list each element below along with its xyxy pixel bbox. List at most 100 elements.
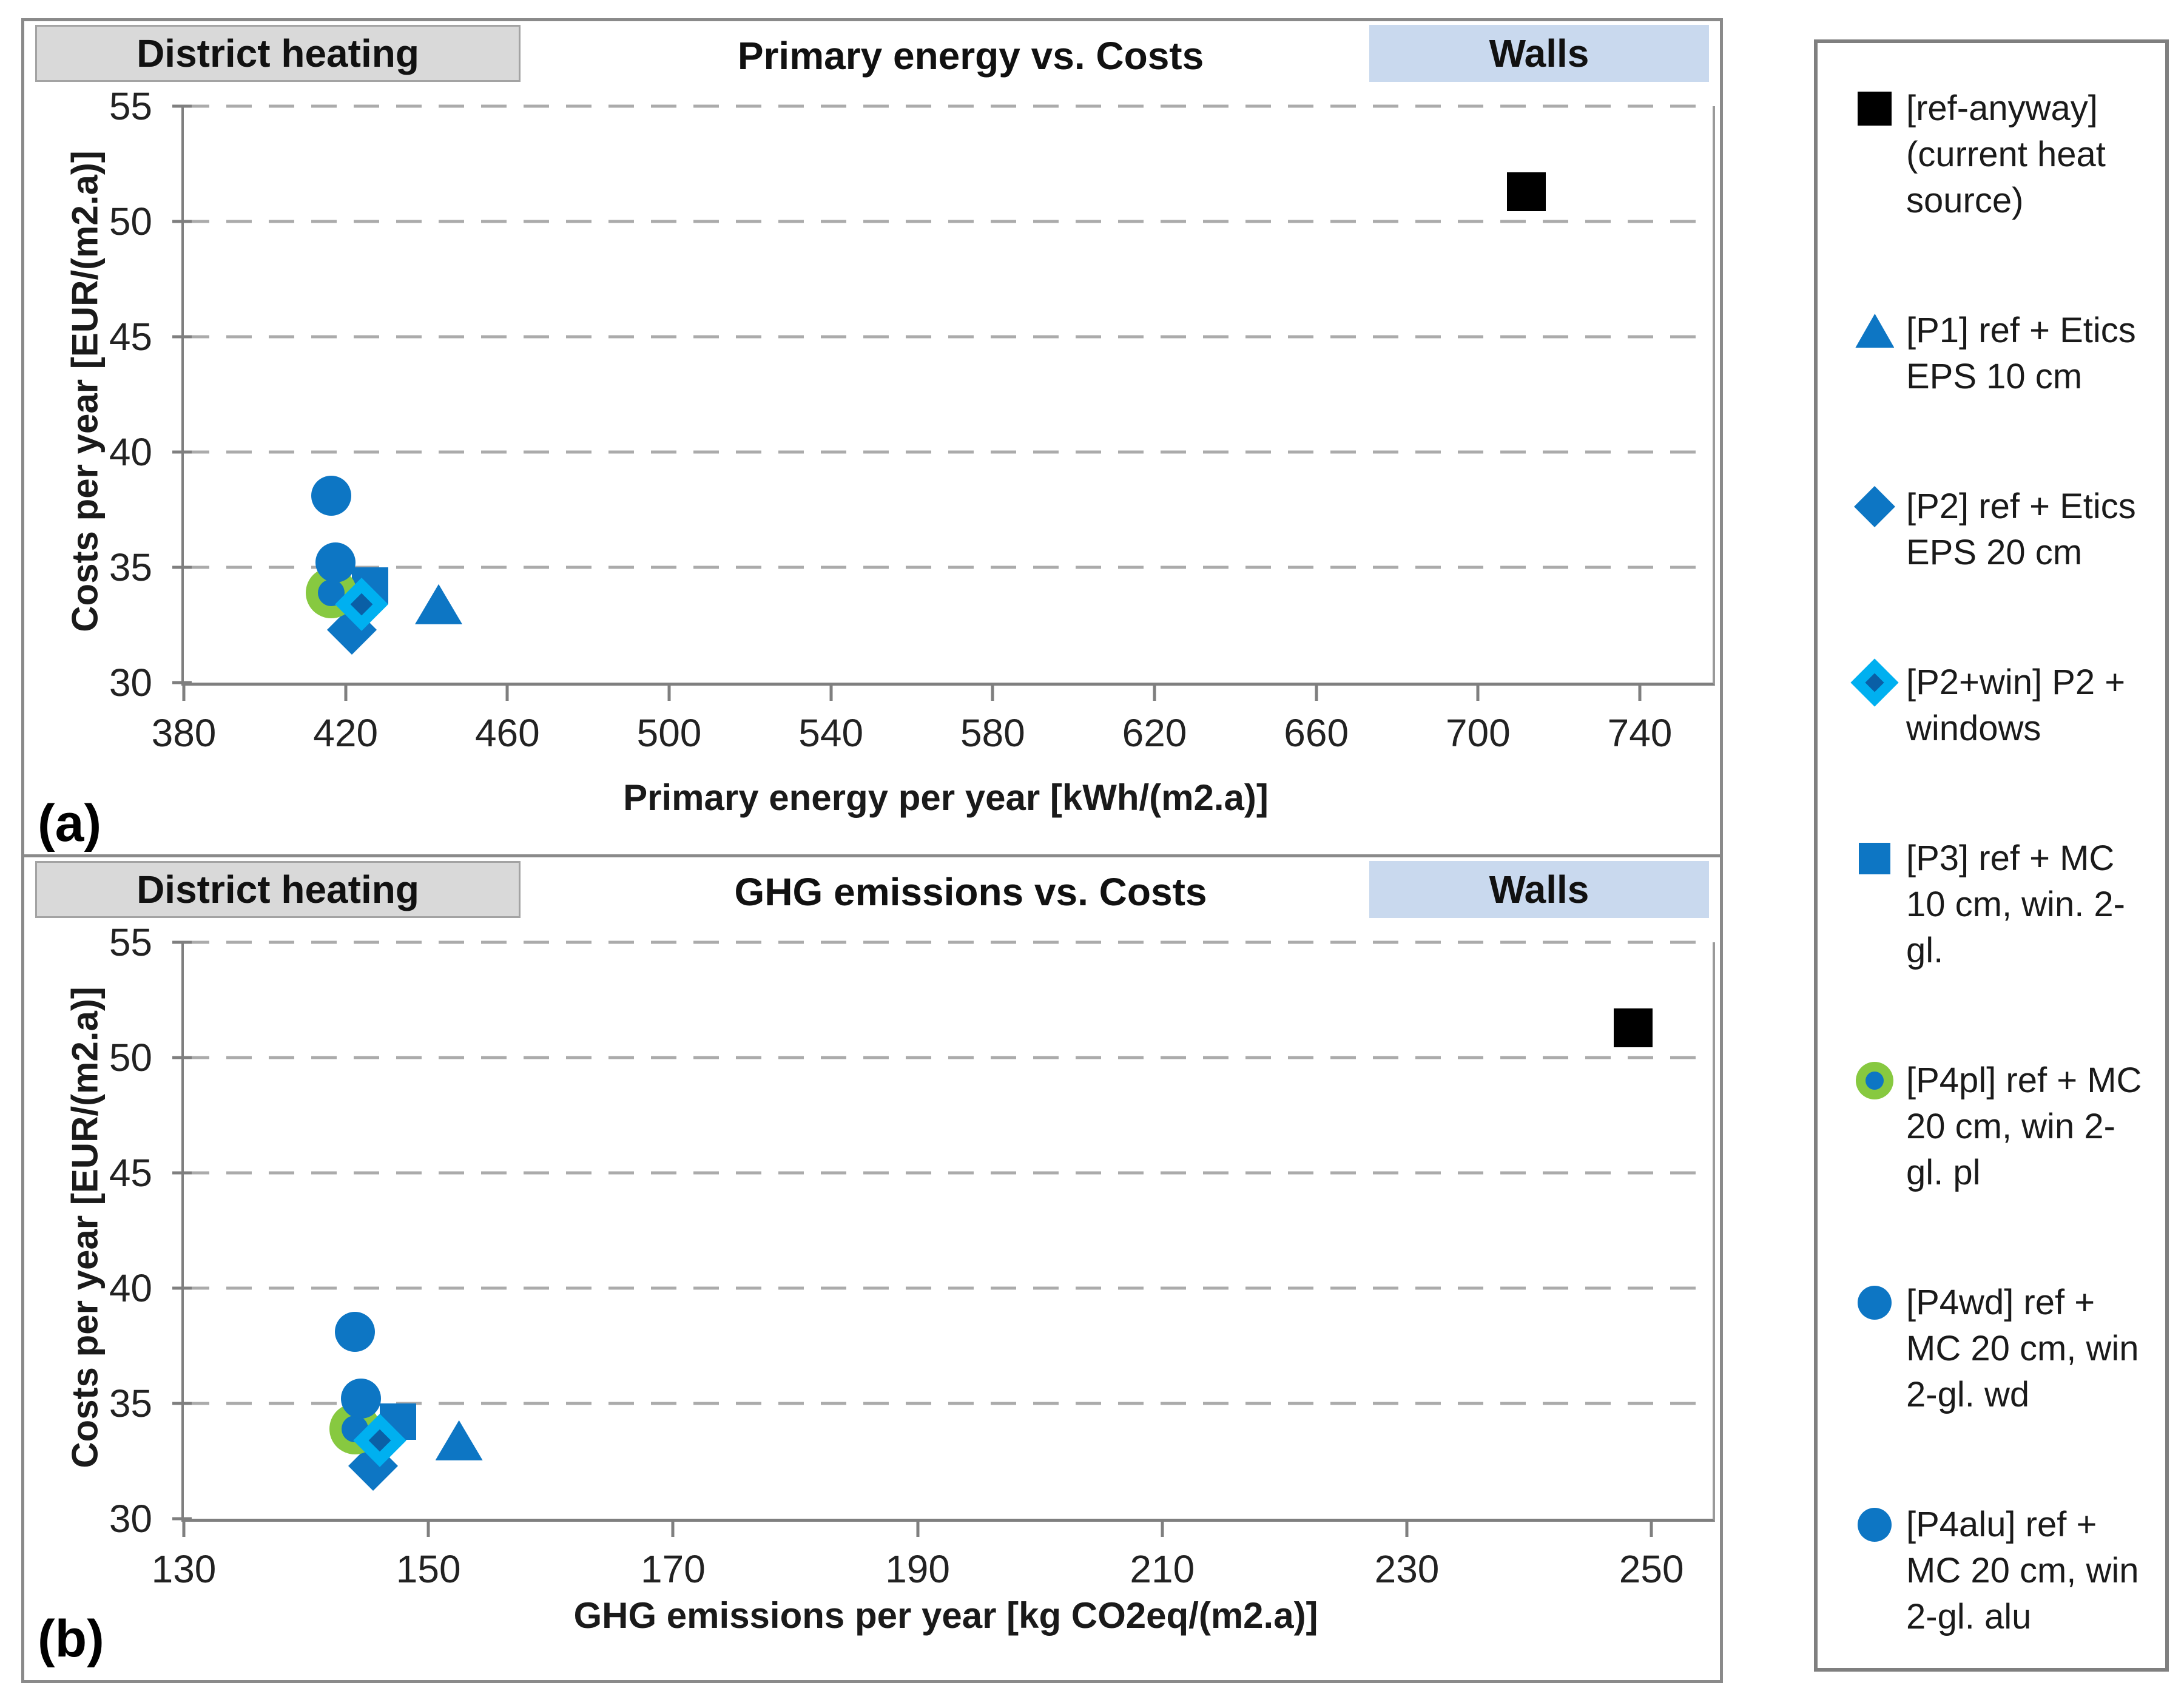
y-tick-mark bbox=[172, 220, 192, 223]
y-tick-mark bbox=[172, 104, 192, 108]
legend-item-P4pl: [P4pl] ref + MC 20 cm, win 2-gl. pl bbox=[1854, 1058, 2147, 1196]
chart-b-y-axis-title: Costs per year [EUR/(m2.a)] bbox=[64, 987, 106, 1468]
y-tick-label: 30 bbox=[109, 1497, 152, 1541]
triangle-blue-icon bbox=[435, 1420, 483, 1460]
circle-blue-glyph bbox=[1858, 1508, 1892, 1542]
y-tick-mark bbox=[172, 450, 192, 454]
legend-item-label: [P4alu] ref + MC 20 cm, win 2-gl. alu bbox=[1906, 1505, 2139, 1636]
y-tick-label: 45 bbox=[109, 315, 152, 359]
y-gridline bbox=[184, 335, 1713, 339]
x-tick-label: 660 bbox=[1284, 711, 1349, 755]
circle-blue-icon bbox=[1854, 1502, 1906, 1548]
chart-b-panel: District heating GHG emissions vs. Costs… bbox=[21, 854, 1723, 1683]
square-blue-icon bbox=[1854, 836, 1906, 882]
circle-blue-icon bbox=[341, 1379, 382, 1419]
chart-a-walls-badge: Walls bbox=[1369, 25, 1709, 82]
chart-b-title: GHG emissions vs. Costs bbox=[734, 870, 1207, 914]
legend-item-P4wd: [P4wd] ref + MC 20 cm, win 2-gl. wd bbox=[1854, 1280, 2147, 1418]
x-tick-label: 540 bbox=[798, 711, 864, 755]
diamond-blue-glyph bbox=[1854, 486, 1896, 527]
y-gridline bbox=[184, 104, 1713, 108]
y-tick-mark bbox=[172, 1171, 192, 1175]
y-tick-label: 30 bbox=[109, 661, 152, 704]
y-gridline bbox=[184, 220, 1713, 223]
square-black-icon bbox=[1613, 1008, 1653, 1047]
x-tick-label: 500 bbox=[636, 711, 702, 755]
chart-b-plot-area: 30 35 40 45 50 55 130 150 170 190 210 230 250 bbox=[109, 920, 1715, 1591]
square-black-glyph bbox=[1858, 92, 1892, 126]
y-tick-label: 45 bbox=[109, 1151, 152, 1195]
x-tick-mark bbox=[829, 683, 833, 701]
diamond-cyan-icon bbox=[1850, 658, 1906, 707]
x-tick-mark bbox=[426, 1519, 430, 1537]
square-black-icon bbox=[1854, 86, 1906, 132]
x-tick-mark bbox=[344, 683, 348, 701]
chart-b-x-axis-title: GHG emissions per year [kg CO2eq/(m2.a)] bbox=[573, 1595, 1318, 1636]
x-tick-mark bbox=[1315, 683, 1318, 701]
x-tick-label: 740 bbox=[1607, 711, 1673, 755]
circle-blue-icon bbox=[1854, 1280, 1906, 1326]
legend-item-P2: [P2] ref + Etics EPS 20 cm bbox=[1854, 484, 2147, 576]
y-tick-label: 35 bbox=[109, 1382, 152, 1425]
y-gridline bbox=[184, 1171, 1713, 1175]
y-tick-mark bbox=[172, 565, 192, 569]
x-tick-mark bbox=[1638, 683, 1642, 701]
y-gridline bbox=[184, 1056, 1713, 1059]
y-tick-label: 55 bbox=[109, 920, 152, 964]
y-tick-label: 50 bbox=[109, 200, 152, 243]
legend-item-label: [P3] ref + MC 10 cm, win. 2-gl. bbox=[1906, 839, 2125, 970]
y-tick-mark bbox=[172, 1402, 192, 1405]
legend-item-label: [P4wd] ref + MC 20 cm, win 2-gl. wd bbox=[1906, 1283, 2139, 1414]
y-tick-mark bbox=[172, 681, 192, 684]
legend-item-P3: [P3] ref + MC 10 cm, win. 2-gl. bbox=[1854, 836, 2147, 974]
chart-b-heat-source-badge: District heating bbox=[35, 861, 521, 918]
chart-b-walls-badge: Walls bbox=[1369, 861, 1709, 918]
circle-blue-glyph bbox=[1858, 1286, 1892, 1320]
y-gridline bbox=[184, 940, 1713, 944]
x-tick-mark bbox=[1650, 1519, 1653, 1537]
legend-item-label: [P2] ref + Etics EPS 20 cm bbox=[1906, 487, 2136, 572]
x-tick-mark bbox=[1153, 683, 1156, 701]
circle-green-glyph bbox=[1856, 1062, 1894, 1099]
triangle-blue-icon bbox=[1854, 308, 1906, 354]
legend: [ref-anyway] (current heat source) [P1] r… bbox=[1814, 39, 2169, 1672]
y-tick-label: 40 bbox=[109, 430, 152, 474]
y-gridline bbox=[184, 565, 1713, 569]
y-tick-mark bbox=[172, 1286, 192, 1290]
legend-item-P2+win: [P2+win] P2 + windows bbox=[1850, 658, 2147, 752]
legend-item-label: [P4pl] ref + MC 20 cm, win 2-gl. pl bbox=[1906, 1061, 2142, 1192]
x-tick-mark bbox=[1161, 1519, 1164, 1537]
legend-item-label: [P2+win] P2 + windows bbox=[1906, 663, 2126, 748]
chart-b-panel-label: (b) bbox=[38, 1610, 104, 1668]
x-tick-label: 130 bbox=[151, 1547, 217, 1591]
x-tick-label: 460 bbox=[474, 711, 540, 755]
chart-a-heat-source-badge: District heating bbox=[35, 25, 521, 82]
x-tick-mark bbox=[991, 683, 994, 701]
y-tick-label: 35 bbox=[109, 545, 152, 589]
diamond-blue-icon bbox=[1854, 484, 1906, 530]
legend-item-ref-anyway: [ref-anyway] (current heat source) bbox=[1854, 86, 2147, 224]
legend-item-P1: [P1] ref + Etics EPS 10 cm bbox=[1854, 308, 2147, 400]
y-gridline bbox=[184, 450, 1713, 454]
y-tick-mark bbox=[172, 1056, 192, 1059]
x-tick-label: 210 bbox=[1130, 1547, 1195, 1591]
circle-blue-icon bbox=[335, 1312, 376, 1352]
circle-blue-icon bbox=[311, 476, 352, 516]
chart-a-title: Primary energy vs. Costs bbox=[737, 34, 1204, 78]
x-tick-label: 700 bbox=[1445, 711, 1511, 755]
x-tick-mark bbox=[1476, 683, 1480, 701]
chart-a-panel-label: (a) bbox=[38, 794, 102, 852]
y-gridline bbox=[184, 1402, 1713, 1405]
y-tick-label: 50 bbox=[109, 1036, 152, 1079]
x-tick-mark bbox=[1405, 1519, 1409, 1537]
y-gridline bbox=[184, 1286, 1713, 1290]
y-tick-label: 55 bbox=[109, 84, 152, 128]
x-tick-label: 420 bbox=[313, 711, 379, 755]
y-tick-mark bbox=[172, 1517, 192, 1521]
x-tick-label: 620 bbox=[1122, 711, 1187, 755]
chart-a-panel: District heating Primary energy vs. Cost… bbox=[21, 18, 1723, 868]
y-tick-label: 40 bbox=[109, 1266, 152, 1310]
x-tick-label: 250 bbox=[1619, 1547, 1684, 1591]
x-tick-label: 380 bbox=[151, 711, 217, 755]
